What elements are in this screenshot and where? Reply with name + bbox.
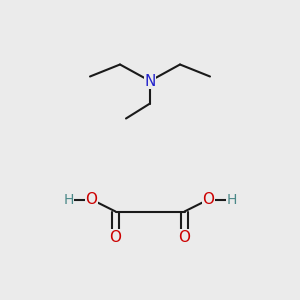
Text: O: O xyxy=(85,192,98,207)
Text: H: H xyxy=(63,193,74,206)
Text: O: O xyxy=(178,230,190,244)
Text: N: N xyxy=(144,74,156,88)
Text: O: O xyxy=(202,192,214,207)
Text: O: O xyxy=(110,230,122,244)
Text: H: H xyxy=(226,193,237,206)
